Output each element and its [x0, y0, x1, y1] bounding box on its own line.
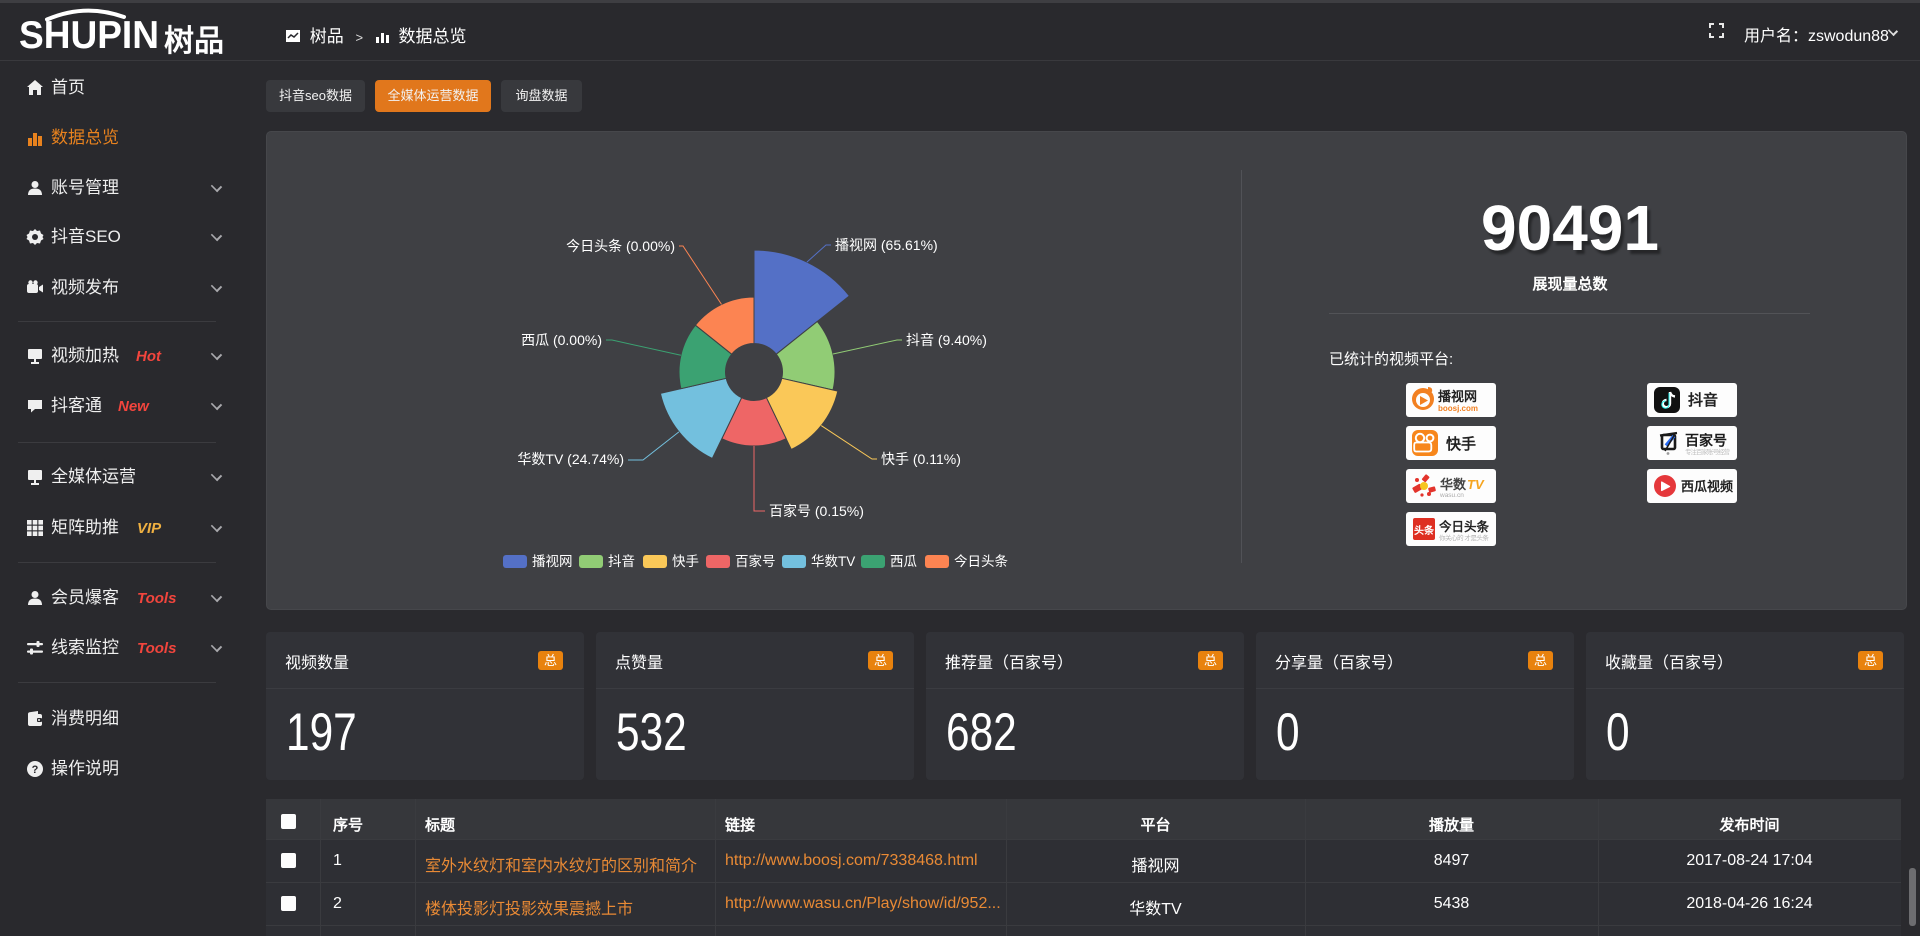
- svg-text:西瓜 (0.00%): 西瓜 (0.00%): [521, 332, 602, 348]
- svg-text:播视网: 播视网: [1438, 389, 1477, 404]
- svg-text:百家号: 百家号: [1685, 433, 1727, 449]
- svg-text:今日头条 (0.00%): 今日头条 (0.00%): [566, 238, 675, 254]
- svg-text:你关心的 才是头条: 你关心的 才是头条: [1439, 533, 1490, 542]
- svg-text:华数: 华数: [1440, 477, 1467, 492]
- svg-text:西瓜: 西瓜: [890, 554, 918, 569]
- svg-text:播视网 (65.61%): 播视网 (65.61%): [835, 237, 938, 253]
- svg-text:华数TV: 华数TV: [811, 554, 855, 569]
- svg-text:TV: TV: [1467, 477, 1485, 492]
- svg-text:wasu.cn: wasu.cn: [1439, 492, 1464, 499]
- svg-text:抖音: 抖音: [1688, 391, 1718, 409]
- svg-text:西瓜视频: 西瓜视频: [1681, 479, 1733, 494]
- svg-text:专注百家账号经营: 专注百家账号经营: [1685, 447, 1731, 456]
- svg-text:头条: 头条: [1414, 524, 1435, 537]
- svg-text:快手 (0.11%): 快手 (0.11%): [881, 451, 961, 467]
- svg-text:百家号 (0.15%): 百家号 (0.15%): [769, 503, 864, 519]
- svg-text:快手: 快手: [672, 554, 699, 569]
- svg-text:今日头条: 今日头条: [954, 553, 1008, 569]
- svg-text:今日头条: 今日头条: [1438, 519, 1490, 534]
- svg-text:百家号: 百家号: [735, 553, 776, 569]
- svg-text:播视网: 播视网: [532, 554, 573, 569]
- svg-text:boosj.com: boosj.com: [1438, 404, 1478, 413]
- svg-text:华数TV (24.74%): 华数TV (24.74%): [517, 451, 624, 467]
- svg-text:快手: 快手: [1446, 435, 1476, 453]
- svg-text:?: ?: [32, 764, 39, 776]
- svg-text:抖音 (9.40%): 抖音 (9.40%): [906, 332, 987, 348]
- svg-text:抖音: 抖音: [608, 553, 635, 569]
